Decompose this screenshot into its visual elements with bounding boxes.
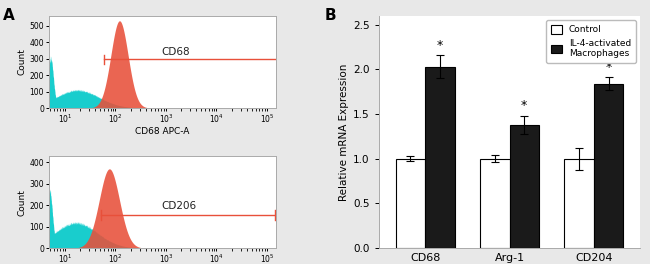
- Bar: [594, 84, 623, 248]
- Y-axis label: Relative mRNA Expression: Relative mRNA Expression: [339, 63, 349, 201]
- Text: CD206: CD206: [161, 201, 196, 211]
- Text: CD68: CD68: [161, 46, 190, 56]
- Text: *: *: [521, 99, 527, 112]
- Bar: [564, 159, 594, 248]
- Bar: [425, 67, 455, 248]
- Bar: [510, 125, 539, 248]
- Text: B: B: [325, 8, 337, 23]
- Y-axis label: Count: Count: [18, 49, 27, 76]
- Bar: [396, 159, 425, 248]
- Legend: Control, IL-4-activated
Macrophages: Control, IL-4-activated Macrophages: [547, 20, 636, 63]
- Text: *: *: [606, 61, 612, 74]
- Text: A: A: [3, 8, 15, 23]
- Text: *: *: [437, 39, 443, 51]
- X-axis label: CD68 APC-A: CD68 APC-A: [135, 127, 190, 136]
- Y-axis label: Count: Count: [18, 188, 27, 215]
- Bar: [480, 159, 510, 248]
